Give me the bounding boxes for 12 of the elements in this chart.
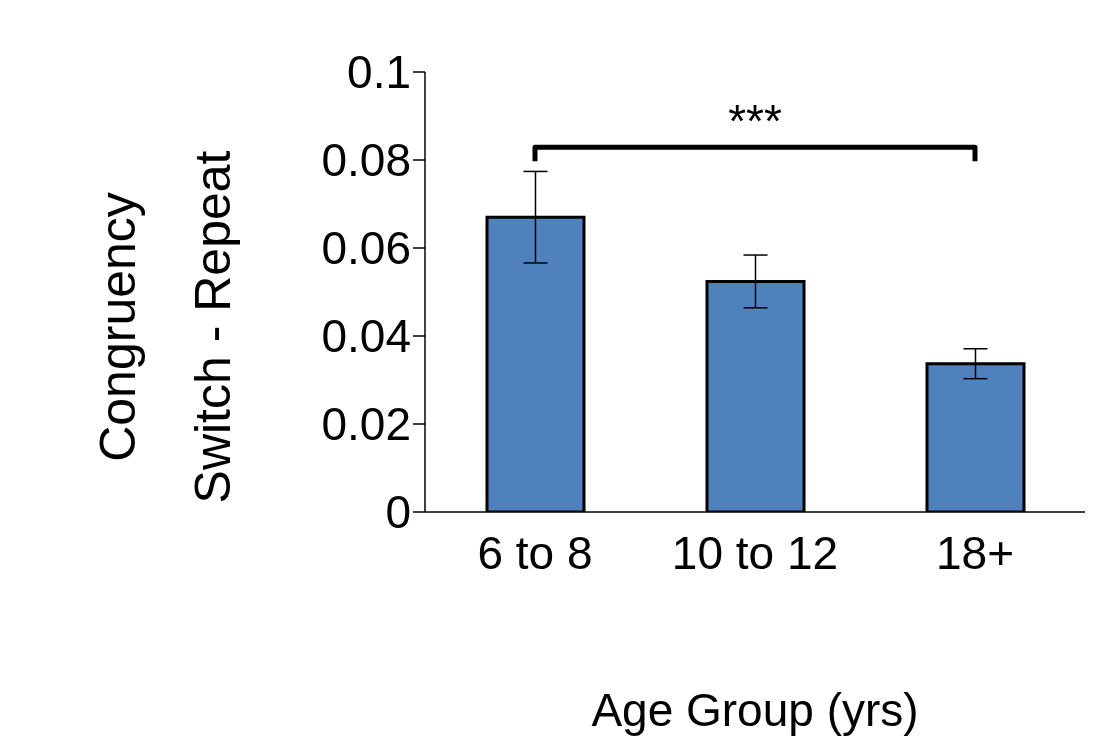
y-tick-label: 0.02 (321, 398, 411, 451)
x-tick-label: 6 to 8 (477, 526, 593, 579)
annotation: *** (728, 95, 782, 148)
y-tick-label: 0.08 (321, 134, 411, 187)
y-axis-title: Congruency Switch - Repeat (90, 150, 241, 504)
y-tick-label: 0.04 (321, 310, 411, 363)
x-tick-label: 18+ (935, 526, 1015, 579)
y-tick-label: 0.06 (321, 222, 411, 275)
y-tick-label: 0.1 (347, 46, 411, 99)
x-tick-label: 10 to 12 (671, 526, 839, 579)
x-axis-title: Age Group (yrs) (591, 684, 919, 736)
y-tick-label: 0 (385, 486, 411, 539)
